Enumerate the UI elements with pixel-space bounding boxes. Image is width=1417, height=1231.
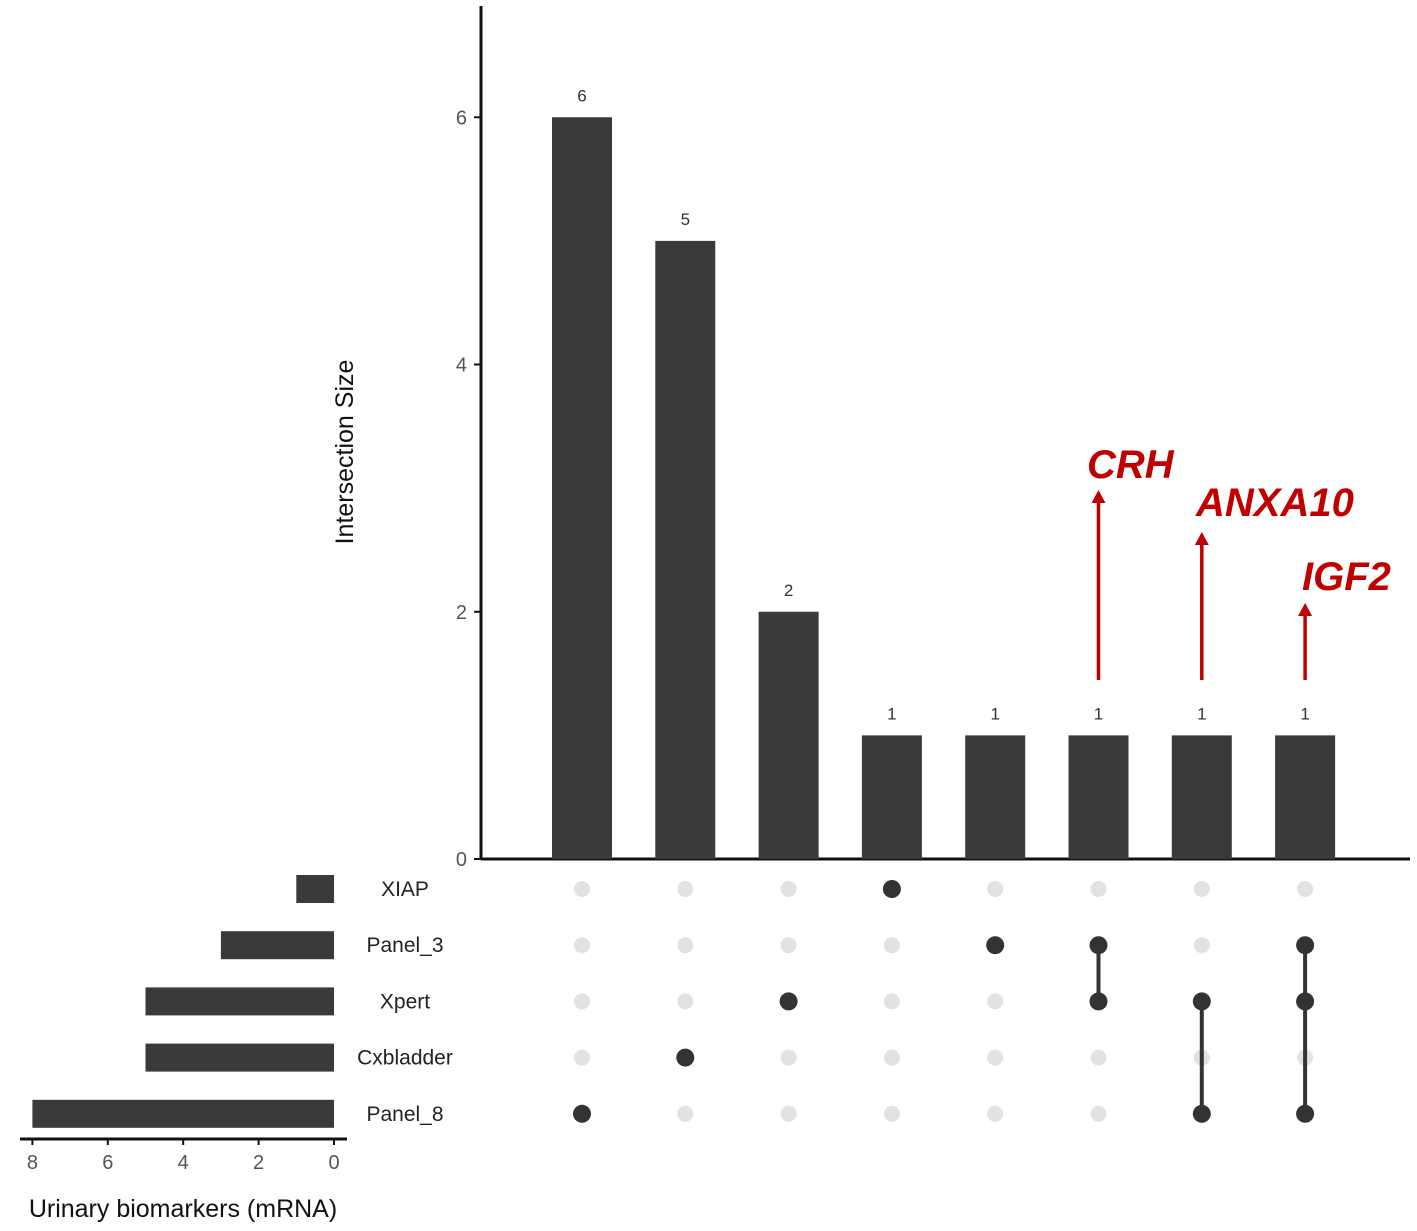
matrix-dot-active [1296,1104,1315,1123]
gene-annotations: CRH ANXA10 IGF2 [1087,443,1391,680]
bar-value-label: 1 [1197,704,1206,723]
set-size-bar [145,1043,334,1072]
matrix-dot-inactive [987,993,1004,1010]
intersection-bar [758,611,819,859]
matrix-dot-inactive [574,1049,590,1066]
matrix-dot-inactive [987,1105,1004,1122]
matrix-dot-inactive [574,993,590,1010]
annotation-arrow-head [1298,603,1313,616]
matrix-dot-inactive [1297,881,1314,897]
matrix-dot-inactive [677,937,694,954]
y-axis-title: Intersection Size [331,360,359,545]
set-size-tick-label: 8 [27,1152,38,1174]
annotation-gene-label: CRH [1087,443,1175,487]
matrix-dot-inactive [574,881,590,897]
annotation-gene-label: IGF2 [1302,555,1391,599]
y-tick-label: 2 [456,602,467,624]
intersection-bar [861,735,922,859]
set-size-tick-label: 0 [328,1152,339,1174]
matrix-dot-inactive [780,1049,797,1066]
membership-matrix [573,880,1315,1123]
matrix-dot-inactive [883,993,900,1010]
set-size-bar [220,931,334,960]
matrix-dot-inactive [574,937,590,954]
set-size-axis-title: Urinary biomarkers (mRNA) [29,1195,337,1223]
set-size-tick-label: 6 [102,1152,113,1174]
matrix-dot-active [1089,936,1108,955]
matrix-dot-inactive [1193,881,1210,897]
matrix-dot-inactive [1090,1105,1107,1122]
matrix-dot-inactive [1193,937,1210,954]
annotation-arrow-head [1194,532,1209,545]
matrix-dot-inactive [780,937,797,954]
matrix-dot-active [676,1048,695,1067]
matrix-dot-inactive [883,1105,900,1122]
matrix-dot-inactive [780,1105,797,1122]
matrix-dot-active [1296,992,1315,1011]
matrix-dot-active [779,992,798,1011]
matrix-dot-inactive [987,1049,1004,1066]
set-size-bars: XIAP Panel_3 Xpert Cxbladder Panel_8 8 6 4 2 0 [20,875,453,1174]
matrix-dot-active [1089,992,1108,1011]
matrix-dot-active [1192,1104,1211,1123]
set-size-bar [296,875,334,903]
intersection-bar [655,240,716,860]
matrix-dot-active [1192,992,1211,1011]
intersection-bar [965,735,1026,859]
bar-value-label: 5 [681,210,690,229]
intersection-bar [552,117,612,860]
bar-value-label: 1 [990,704,999,723]
bar-value-label: 6 [577,86,586,105]
set-size-bar [145,987,334,1016]
matrix-dot-inactive [987,881,1004,897]
set-name-label: Panel_3 [366,934,443,957]
matrix-dot-inactive [1090,1049,1107,1066]
bar-value-label: 2 [784,581,793,600]
matrix-dot-inactive [780,881,797,897]
set-size-tick-label: 4 [178,1152,189,1174]
matrix-dot-inactive [677,1105,694,1122]
set-name-label: XIAP [381,878,429,901]
y-tick-label: 4 [456,355,467,377]
bar-value-label: 1 [887,704,896,723]
annotation-gene-label: ANXA10 [1195,481,1354,525]
matrix-dot-active [882,880,901,898]
set-size-tick-label: 2 [253,1152,264,1174]
matrix-dot-inactive [883,1049,900,1066]
set-name-label: Cxbladder [357,1047,453,1070]
matrix-dot-inactive [677,881,694,897]
annotation-arrow-head [1091,490,1106,503]
matrix-dot-active [986,936,1005,955]
matrix-dot-inactive [883,937,900,954]
y-tick-label: 6 [456,107,467,129]
set-name-label: Xpert [380,990,430,1013]
matrix-dot-inactive [1090,881,1107,897]
set-name-label: Panel_8 [366,1103,443,1126]
intersection-size-axis: 0 2 4 6 [456,6,1410,871]
intersection-bars: 6 5 2 1 1 1 1 1 [552,86,1336,860]
intersection-bar [1171,735,1232,859]
matrix-dot-inactive [677,993,694,1010]
bar-value-label: 1 [1094,704,1103,723]
intersection-bar [1068,735,1129,859]
bar-value-label: 1 [1300,704,1309,723]
matrix-dot-active [1296,936,1315,955]
y-tick-label: 0 [456,849,467,871]
set-size-bar [32,1099,335,1128]
intersection-bar [1275,735,1336,859]
matrix-dot-active [573,1104,591,1123]
